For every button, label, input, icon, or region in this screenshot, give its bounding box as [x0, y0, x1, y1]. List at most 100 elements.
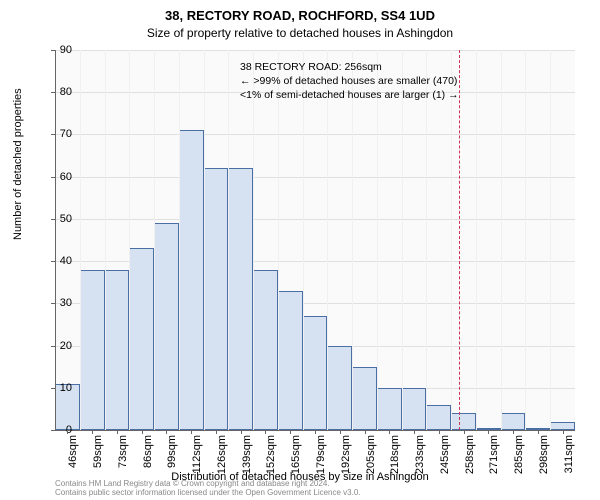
histogram-bar [451, 413, 476, 430]
grid-line-v [154, 50, 155, 430]
x-tick-label: 46sqm [67, 435, 79, 485]
annotation-box: 38 RECTORY ROAD: 256sqm← >99% of detache… [240, 60, 459, 103]
grid-line-v [278, 50, 279, 430]
x-tick-label: 245sqm [439, 435, 451, 485]
x-tick-label: 205sqm [365, 435, 377, 485]
x-tick-label: 99sqm [166, 435, 178, 485]
histogram-bar [154, 223, 179, 430]
y-tick-mark [51, 388, 55, 389]
grid-line-v [303, 50, 304, 430]
x-tick-mark [166, 430, 167, 434]
histogram-bar [80, 270, 105, 430]
x-tick-label: 218sqm [389, 435, 401, 485]
x-tick-label: 258sqm [464, 435, 476, 485]
x-tick-label: 152sqm [265, 435, 277, 485]
grid-line-v [129, 50, 130, 430]
x-tick-label: 311sqm [563, 435, 575, 485]
x-tick-label: 285sqm [513, 435, 525, 485]
x-tick-mark [414, 430, 415, 434]
histogram-bar [303, 316, 328, 430]
grid-line-v [253, 50, 254, 430]
grid-line-v [525, 50, 526, 430]
x-tick-mark [265, 430, 266, 434]
y-tick-mark [51, 303, 55, 304]
x-tick-mark [488, 430, 489, 434]
grid-line-v [451, 50, 452, 430]
histogram-bar [402, 388, 427, 430]
histogram-bar [501, 413, 526, 430]
annotation-line2: ← >99% of detached houses are smaller (4… [240, 74, 459, 88]
x-tick-label: 233sqm [414, 435, 426, 485]
histogram-bar [105, 270, 130, 430]
histogram-bar [352, 367, 377, 430]
histogram-bar [179, 130, 204, 430]
grid-line-v [105, 50, 106, 430]
x-tick-label: 126sqm [216, 435, 228, 485]
x-tick-mark [315, 430, 316, 434]
x-tick-label: 139sqm [241, 435, 253, 485]
y-tick-mark [51, 346, 55, 347]
x-tick-mark [241, 430, 242, 434]
histogram-bar [550, 422, 575, 430]
histogram-bar [327, 346, 352, 430]
x-tick-label: 298sqm [538, 435, 550, 485]
y-axis-line [55, 50, 56, 430]
plot-area [55, 50, 575, 430]
chart-title-main: 38, RECTORY ROAD, ROCHFORD, SS4 1UD [0, 8, 600, 23]
x-tick-label: 59sqm [92, 435, 104, 485]
x-tick-mark [92, 430, 93, 434]
histogram-bar [278, 291, 303, 430]
footer-line2: Contains public sector information licen… [55, 488, 361, 498]
x-tick-mark [67, 430, 68, 434]
y-axis-label: Number of detached properties [12, 88, 24, 240]
y-tick-mark [51, 261, 55, 262]
histogram-bar [426, 405, 451, 430]
x-tick-mark [389, 430, 390, 434]
grid-line-v [228, 50, 229, 430]
x-tick-label: 165sqm [290, 435, 302, 485]
marker-line [459, 50, 460, 430]
grid-line [55, 219, 575, 220]
x-tick-mark [464, 430, 465, 434]
grid-line-v [426, 50, 427, 430]
x-tick-mark [538, 430, 539, 434]
y-tick-mark [51, 50, 55, 51]
x-tick-mark [191, 430, 192, 434]
x-tick-label: 86sqm [142, 435, 154, 485]
x-tick-mark [365, 430, 366, 434]
grid-line-v [550, 50, 551, 430]
grid-line-v [402, 50, 403, 430]
x-tick-mark [439, 430, 440, 434]
histogram-bar [129, 248, 154, 430]
y-tick-mark [51, 219, 55, 220]
annotation-line3: <1% of semi-detached houses are larger (… [240, 88, 459, 102]
annotation-line1: 38 RECTORY ROAD: 256sqm [240, 60, 459, 74]
histogram-bar [228, 168, 253, 430]
x-tick-label: 112sqm [191, 435, 203, 485]
x-tick-label: 73sqm [117, 435, 129, 485]
grid-line-v [179, 50, 180, 430]
chart-container [55, 50, 575, 430]
grid-line-v [476, 50, 477, 430]
grid-line-v [377, 50, 378, 430]
x-tick-mark [117, 430, 118, 434]
grid-line [55, 177, 575, 178]
grid-line-v [352, 50, 353, 430]
histogram-bar [377, 388, 402, 430]
chart-title-sub: Size of property relative to detached ho… [0, 26, 600, 40]
y-tick-mark [51, 430, 55, 431]
x-tick-mark [290, 430, 291, 434]
grid-line [55, 134, 575, 135]
x-tick-mark [142, 430, 143, 434]
histogram-bar [253, 270, 278, 430]
histogram-bar [204, 168, 229, 430]
y-tick-mark [51, 177, 55, 178]
y-tick-mark [51, 92, 55, 93]
grid-line [55, 50, 575, 51]
x-tick-label: 271sqm [488, 435, 500, 485]
grid-line-v [204, 50, 205, 430]
x-tick-label: 192sqm [340, 435, 352, 485]
x-tick-mark [513, 430, 514, 434]
x-tick-mark [216, 430, 217, 434]
grid-line-v [327, 50, 328, 430]
